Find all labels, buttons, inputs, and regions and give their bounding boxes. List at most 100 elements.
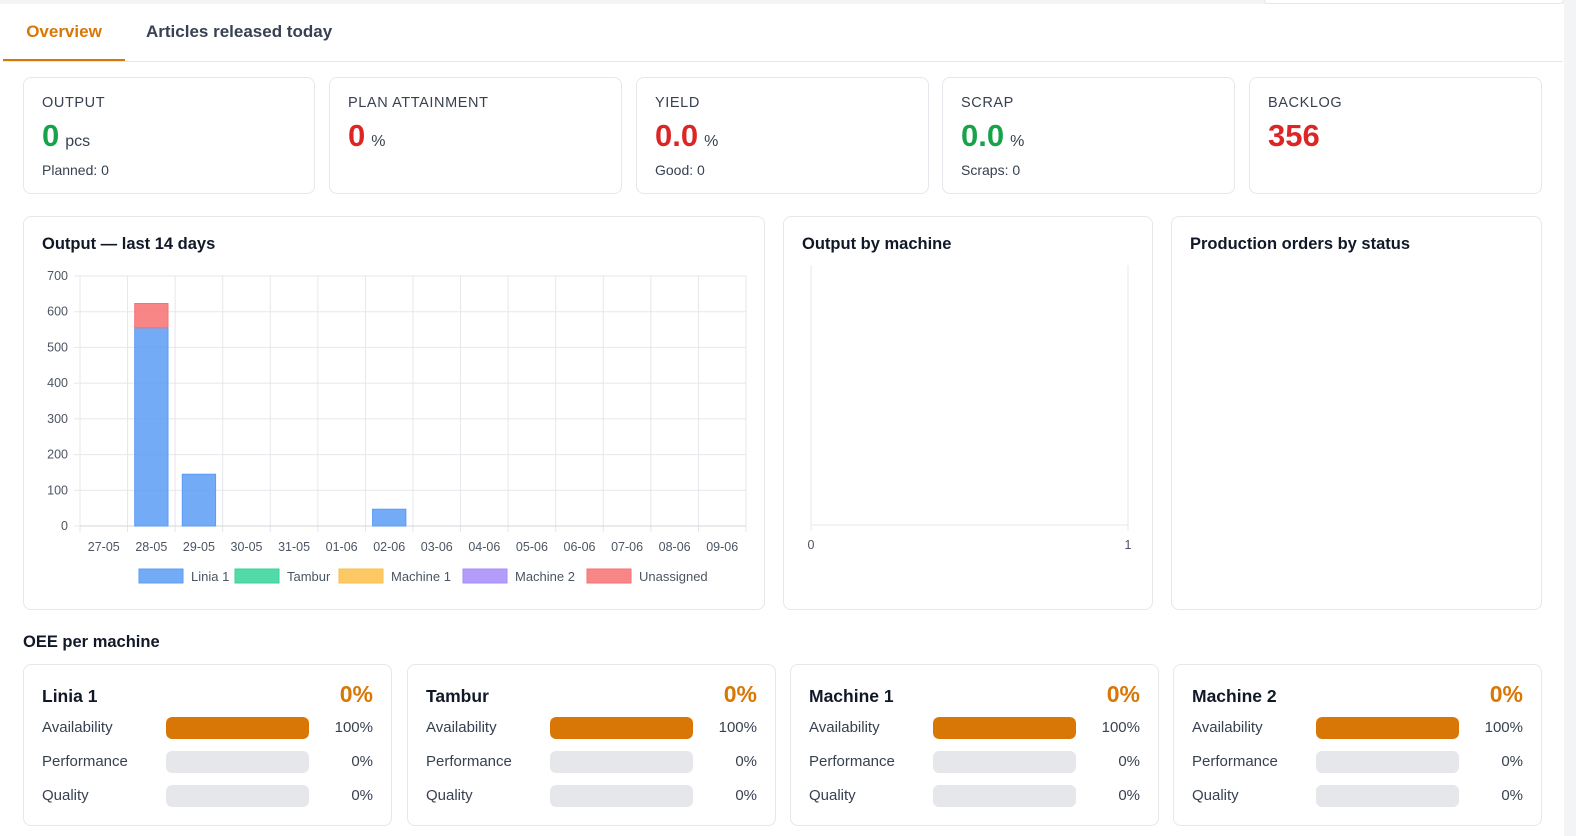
x-tick-label: 01-06	[326, 540, 358, 554]
kpi-unit: %	[704, 133, 719, 150]
oee-progress-fill	[1316, 717, 1459, 739]
oee-metric-value: 100%	[334, 719, 373, 736]
oee-progress-bar	[1316, 717, 1459, 739]
legend-swatch	[462, 568, 508, 584]
oee-metric-label: Availability	[42, 719, 113, 736]
oee-metric-label: Availability	[809, 719, 880, 736]
y-tick-label: 700	[47, 269, 68, 283]
panel-title: Output by machine	[802, 235, 952, 253]
kpi-label: SCRAP	[961, 95, 1014, 111]
bar	[181, 473, 217, 527]
kpi-number: 0	[42, 118, 60, 153]
kpi-label: YIELD	[655, 95, 700, 111]
oee-progress-fill	[550, 717, 693, 739]
tab-bar: Overview Articles released today	[3, 4, 1563, 62]
oee-metric-label: Performance	[809, 753, 895, 770]
output-14-days-chart: 0 100 200 300 400 500 600 700 27-05 28-05 29-05 30-…	[47, 269, 747, 584]
oee-metric-value: 0%	[1118, 787, 1140, 804]
bar	[134, 303, 169, 329]
orders-by-status-panel: Production orders by status	[1171, 216, 1542, 610]
oee-total-percent: 0%	[723, 681, 757, 707]
oee-progress-bar	[550, 751, 693, 773]
x-tick-label: 05-06	[516, 540, 548, 554]
oee-progress-bar	[1316, 785, 1459, 807]
oee-progress-fill	[933, 717, 1076, 739]
scrollbar-track[interactable]	[1564, 0, 1576, 836]
y-tick-label: 500	[47, 340, 68, 354]
x-tick-label: 27-05	[88, 540, 120, 554]
y-tick-label: 0	[61, 519, 68, 533]
oee-metric-row: Performance 0%	[809, 751, 1140, 773]
kpi-unit: %	[1010, 133, 1025, 150]
oee-progress-bar	[933, 785, 1076, 807]
oee-card: Linia 1 0% Availability 100% Performance 0% Qu…	[23, 664, 392, 826]
x-tick-label: 09-06	[706, 540, 738, 554]
kpi-label: OUTPUT	[42, 95, 106, 111]
oee-metric-label: Performance	[1192, 753, 1278, 770]
oee-metric-label: Availability	[426, 719, 497, 736]
output-14-days-panel: Output — last 14 days 0 100 200 300 400 500 60…	[23, 216, 765, 610]
x-tick-label: 29-05	[183, 540, 215, 554]
oee-metric-row: Availability 100%	[42, 717, 373, 739]
oee-section-title: OEE per machine	[23, 633, 160, 651]
kpi-number: 0	[348, 118, 366, 153]
oee-progress-bar	[550, 785, 693, 807]
x-tick-label: 08-06	[659, 540, 691, 554]
oee-progress-bar	[1316, 751, 1459, 773]
oee-metric-value: 0%	[351, 753, 373, 770]
kpi-value: 0 pcs	[42, 118, 90, 154]
oee-progress-bar	[166, 785, 309, 807]
bar	[134, 327, 169, 527]
oee-metric-label: Quality	[1192, 787, 1239, 804]
oee-machine-name: Machine 1	[809, 686, 894, 706]
oee-machine-name: Machine 2	[1192, 686, 1277, 706]
legend-label: Linia 1	[191, 569, 229, 584]
x-tick-label: 03-06	[421, 540, 453, 554]
oee-metric-label: Performance	[42, 753, 128, 770]
kpi-card-output: OUTPUT 0 pcs Planned: 0	[23, 77, 315, 194]
kpi-number: 356	[1268, 118, 1320, 153]
x-tick-label: 1	[1125, 538, 1132, 552]
x-tick-label: 07-06	[611, 540, 643, 554]
oee-metric-label: Availability	[1192, 719, 1263, 736]
oee-metric-row: Availability 100%	[426, 717, 757, 739]
kpi-value: 356	[1268, 118, 1320, 154]
kpi-subtext: Planned: 0	[42, 162, 109, 178]
oee-metric-value: 0%	[735, 787, 757, 804]
kpi-unit: pcs	[65, 133, 91, 150]
panel-title: Output — last 14 days	[42, 235, 216, 253]
oee-total-percent: 0%	[1106, 681, 1140, 707]
kpi-value: 0.0%	[655, 118, 718, 154]
kpi-subtext: Scraps: 0	[961, 162, 1021, 178]
kpi-unit: %	[371, 133, 386, 150]
oee-metric-row: Performance 0%	[1192, 751, 1523, 773]
tab-articles-released-today[interactable]: Articles released today	[146, 22, 333, 41]
kpi-number: 0.0	[961, 118, 1005, 153]
oee-metric-row: Availability 100%	[809, 717, 1140, 739]
oee-metric-row: Quality 0%	[426, 785, 757, 807]
oee-progress-fill	[166, 717, 309, 739]
tab-overview[interactable]: Overview	[3, 4, 125, 61]
legend-swatch	[138, 568, 184, 584]
oee-metric-value: 0%	[1501, 753, 1523, 770]
y-tick-label: 300	[47, 412, 68, 426]
oee-metric-label: Quality	[426, 787, 473, 804]
oee-progress-bar	[933, 751, 1076, 773]
oee-machine-name: Tambur	[426, 686, 489, 706]
y-tick-label: 100	[47, 483, 68, 497]
legend-label: Machine 1	[391, 569, 451, 584]
x-tick-label: 02-06	[373, 540, 405, 554]
oee-metric-value: 0%	[735, 753, 757, 770]
oee-metric-value: 100%	[718, 719, 757, 736]
legend-swatch	[586, 568, 632, 584]
oee-machine-name: Linia 1	[42, 686, 98, 706]
kpi-number: 0.0	[655, 118, 699, 153]
oee-metric-label: Quality	[42, 787, 89, 804]
panel-title: Production orders by status	[1190, 235, 1411, 253]
kpi-card-backlog: BACKLOG 356	[1249, 77, 1542, 194]
kpi-value: 0.0%	[961, 118, 1024, 154]
legend-label: Unassigned	[639, 569, 708, 584]
oee-progress-bar	[550, 717, 693, 739]
y-tick-label: 400	[47, 376, 68, 390]
